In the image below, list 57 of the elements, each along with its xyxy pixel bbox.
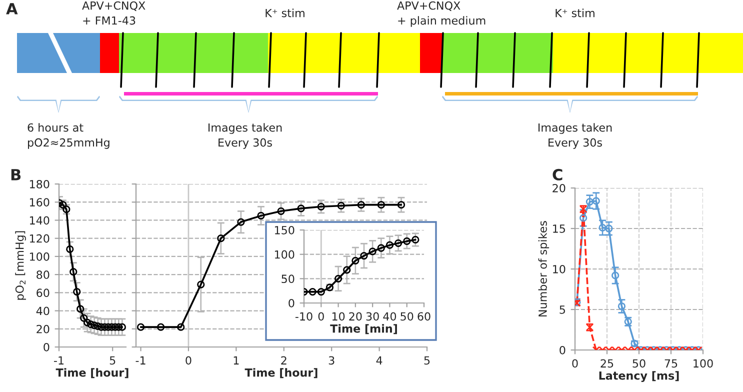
y-tick-label: 160	[30, 198, 50, 206]
text: K⁺ stim	[266, 8, 304, 18]
y-tick-label: 100	[30, 252, 50, 261]
x-tick-label: 1	[234, 356, 239, 364]
x-tick-label: 30	[366, 312, 379, 321]
y-tick-label: 5	[560, 306, 565, 314]
x-tick-label: 50	[632, 359, 646, 368]
x-tick-label: 2	[281, 356, 286, 364]
x-tick-label: 40	[383, 312, 396, 321]
x-axis-title: Time [hour]	[244, 368, 318, 378]
x-axis-title: Latency [ms]	[599, 371, 679, 382]
x-tick-label: 50	[400, 312, 414, 321]
x-tick-label: -10	[295, 312, 312, 321]
y-tick-label: 150	[274, 226, 294, 234]
chart-title: B	[11, 169, 21, 180]
x-tick-label: 4	[376, 356, 382, 364]
y-axis-title: Number of spikes	[538, 221, 550, 316]
x-tick-label: 10	[332, 312, 345, 321]
x-tick-label: 75	[664, 359, 678, 368]
y-tick-label: 100	[274, 250, 294, 259]
text: Images taken Every 30s	[208, 123, 282, 149]
x-tick-label: 0	[572, 359, 578, 368]
x-tick-label: 25	[600, 359, 614, 368]
text: APV+CNQX + FM1-43	[82, 1, 146, 25]
x-tick-label: 20	[349, 312, 362, 321]
text: 6 hours at pO2≈25mmHg	[28, 123, 110, 149]
x-tick-label: 0	[318, 312, 324, 321]
y-tick-label: 20	[552, 184, 566, 192]
x-tick-label: 60	[418, 312, 430, 321]
x-tick-label: 100	[694, 359, 713, 368]
x-axis-title: Time [min]	[330, 324, 397, 334]
x-tick-label: -1	[136, 356, 146, 364]
y-tick-label: 10	[553, 264, 566, 274]
text: Images taken Every 30s	[538, 123, 612, 149]
text: A	[6, 3, 18, 14]
y-tick-label: 60	[36, 288, 50, 298]
y-tick-label: 0	[44, 342, 50, 352]
y-tick-label: 40	[36, 306, 50, 316]
x-tick-label: 5	[424, 356, 430, 365]
y-tick-label: 180	[30, 180, 50, 188]
text: K⁺ stim	[556, 8, 594, 18]
y-tick-label: 0	[288, 298, 294, 308]
y-axis-title: pO$_{2}$ [mmHg]	[15, 231, 26, 300]
y-tick-label: 140	[30, 216, 50, 225]
y-tick-label: 50	[282, 274, 294, 284]
y-tick-label: 0	[560, 346, 566, 354]
y-tick-label: 15	[553, 224, 565, 233]
x-tick-label: 0	[186, 356, 192, 365]
x-tick-label: 3	[328, 356, 334, 365]
y-tick-label: 120	[30, 234, 50, 243]
x-tick-label: -1	[54, 356, 64, 364]
text: APV+CNQX + plain medium	[397, 1, 486, 27]
y-tick-label: 80	[36, 270, 50, 279]
x-tick-label: 5	[110, 356, 116, 365]
x-axis-title: Time [hour]	[56, 368, 128, 378]
y-tick-label: 20	[36, 324, 50, 334]
chart-title: C	[552, 168, 562, 180]
